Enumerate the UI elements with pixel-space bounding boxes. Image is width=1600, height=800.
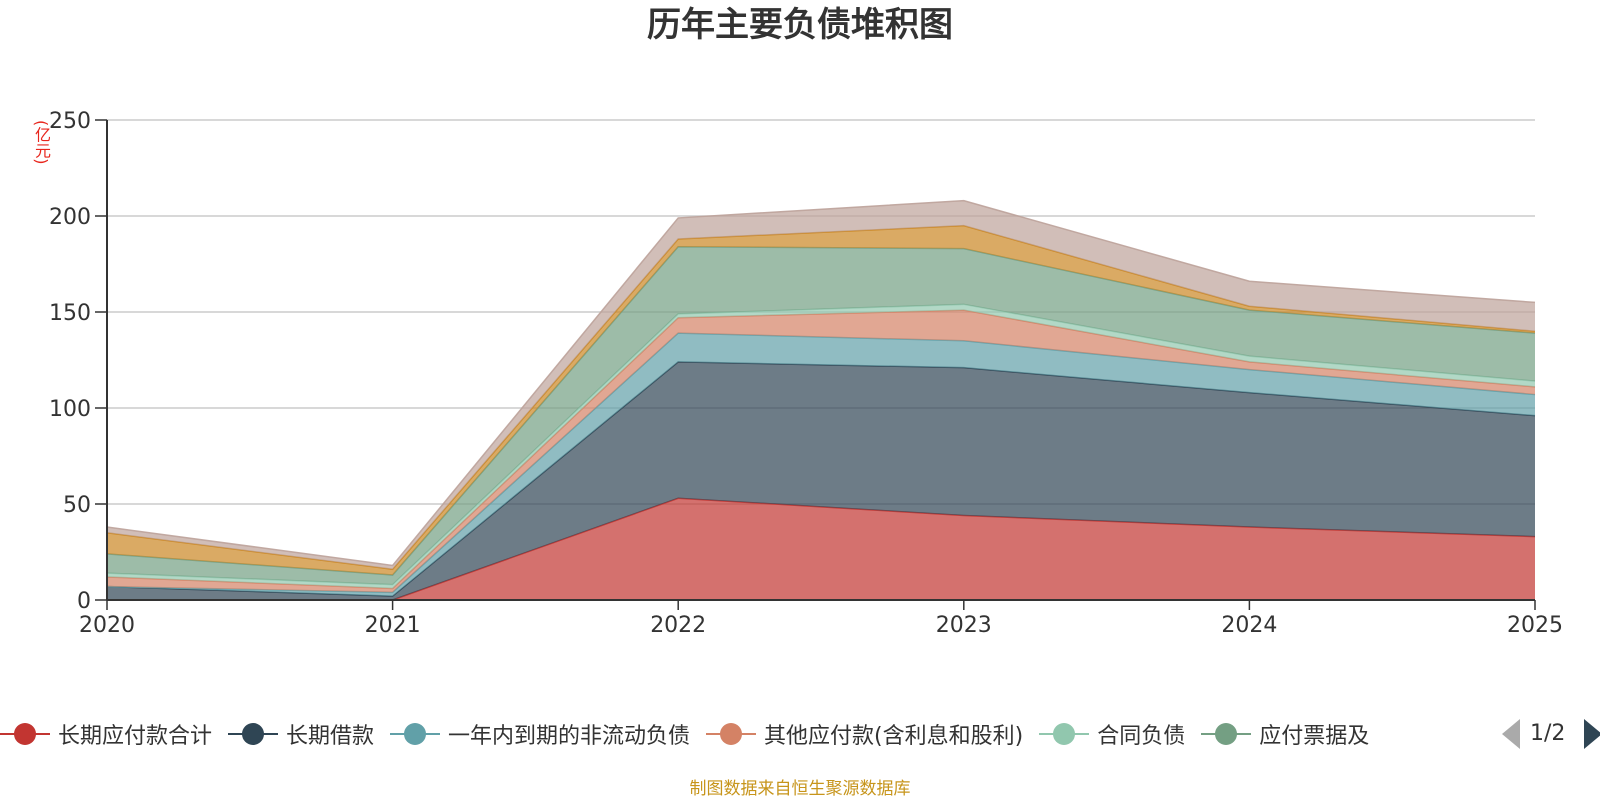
legend-marker-icon [390, 716, 441, 752]
y-tick-label: 0 [77, 589, 91, 614]
legend-label: 其他应付款(含利息和股利) [764, 724, 1024, 749]
area-layers [106, 199, 1536, 601]
x-tick-label: 2023 [936, 613, 992, 638]
legend-marker-icon [706, 716, 757, 752]
y-tick-labels: 0 50 100 150 200 250 [49, 109, 91, 614]
legend-next-icon[interactable] [1584, 719, 1600, 749]
legend-label: 一年内到期的非流动负债 [448, 724, 691, 749]
x-tick-label: 2021 [365, 613, 421, 638]
x-tick-label: 2024 [1221, 613, 1277, 638]
legend-marker-icon [1039, 716, 1090, 752]
legend-marker-dot [1215, 723, 1238, 745]
area-series-2 [107, 333, 1535, 597]
legend-label: 合同负债 [1097, 724, 1186, 749]
legend-item[interactable]: 合同负债 [1039, 716, 1185, 752]
chart-title: 历年主要负债堆积图 [647, 5, 953, 45]
legend: 长期应付款合计 长期借款 一年内到期的非流动负债 其他应付款(含利息和股利) 合同负债 应… [0, 716, 1490, 752]
legend-label: 长期应付款合计 [58, 724, 213, 749]
legend-item[interactable]: 长期应付款合计 [0, 716, 212, 752]
legend-item[interactable]: 应付票据及 [1201, 716, 1369, 752]
legend-page-number: 1/2 [1530, 721, 1566, 746]
legend-label: 长期借款 [286, 724, 375, 749]
x-tick-labels: 2020 2021 2022 2023 2024 2025 [79, 613, 1563, 638]
y-tick-label: 250 [49, 109, 91, 134]
legend-label: 应付票据及 [1259, 724, 1370, 749]
legend-pager: 1/2 [1500, 716, 1600, 752]
legend-marker-icon [228, 716, 279, 752]
legend-marker-dot [404, 723, 427, 745]
legend-marker-dot [242, 723, 265, 745]
area-series-5 [107, 246, 1535, 585]
axes [95, 119, 1536, 610]
legend-prev-icon[interactable] [1502, 719, 1520, 749]
legend-item[interactable]: 其他应付款(含利息和股利) [706, 716, 1023, 752]
area-line-7 [106, 199, 1536, 567]
x-tick-label: 2025 [1507, 613, 1563, 638]
legend-marker-icon [0, 716, 50, 752]
legend-item[interactable]: 一年内到期的非流动负债 [390, 716, 690, 752]
y-tick-label: 150 [49, 301, 91, 326]
legend-marker-dot [720, 723, 743, 745]
x-tick-label: 2020 [79, 613, 135, 638]
x-tick-label: 2022 [650, 613, 706, 638]
legend-item[interactable]: 长期借款 [228, 716, 374, 752]
y-tick-label: 200 [49, 205, 91, 230]
y-axis-label: (亿元) [32, 120, 51, 165]
legend-marker-dot [14, 723, 36, 745]
y-tick-label: 100 [49, 397, 91, 422]
area-series-0 [107, 498, 1535, 600]
data-source-note: 制图数据来自恒生聚源数据库 [689, 779, 911, 799]
legend-marker-dot [1053, 723, 1076, 745]
area-series-1 [107, 361, 1535, 600]
y-tick-label: 50 [63, 493, 91, 518]
legend-marker-icon [1201, 716, 1252, 752]
